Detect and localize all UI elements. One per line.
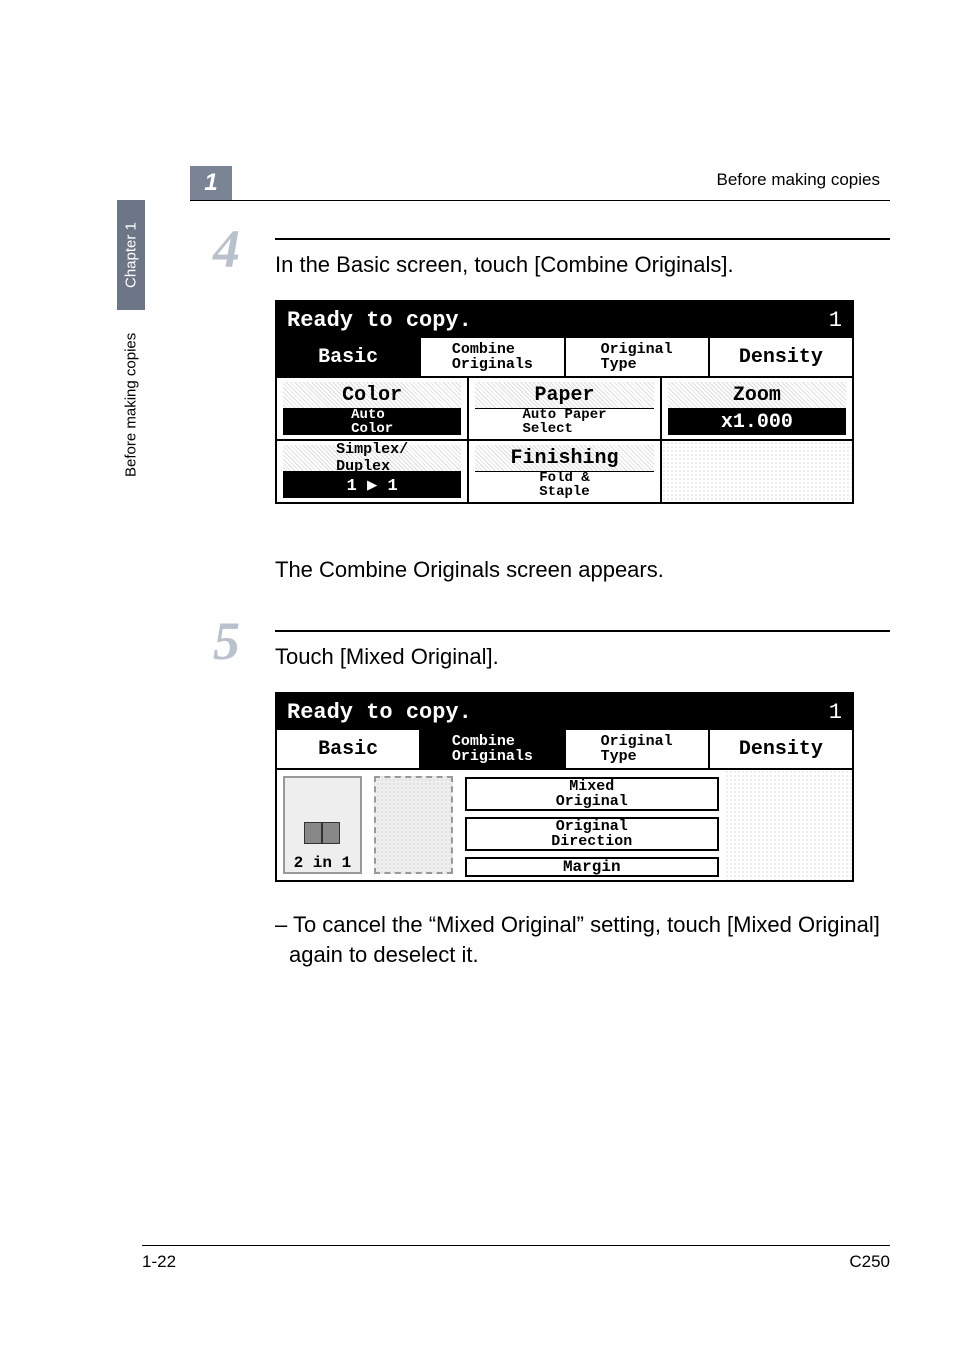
cell-fold-staple: Fold &Staple xyxy=(475,471,653,498)
tab-original-type[interactable]: OriginalType xyxy=(566,338,710,376)
cell-paper-label: Paper xyxy=(475,382,653,408)
cell-color[interactable]: Color AutoColor xyxy=(277,378,469,439)
lcd-copy-count: 1 xyxy=(829,308,842,333)
footer-page-number: 1-22 xyxy=(142,1252,176,1272)
cell-simplex-value: 1 ▶ 1 xyxy=(283,471,461,498)
tab-combine-originals[interactable]: CombineOriginals xyxy=(421,338,565,376)
footer-divider xyxy=(142,1245,890,1246)
lcd-row-1: Color AutoColor Paper Auto PaperSelect Z… xyxy=(277,378,852,441)
lcd-status-text: Ready to copy. xyxy=(287,308,472,333)
cell-empty xyxy=(662,441,852,502)
lcd2-center: MixedOriginal OriginalDirection Margin xyxy=(459,770,725,880)
lcd2-status-bar: Ready to copy. 1 xyxy=(277,694,852,730)
button-margin[interactable]: Margin xyxy=(465,857,719,877)
cell-finishing-label: Finishing xyxy=(475,445,653,471)
cell-paper-value: Auto PaperSelect xyxy=(475,408,653,435)
cell-color-label: Color xyxy=(283,382,461,408)
lcd-panel-combine: Ready to copy. 1 Basic CombineOriginals … xyxy=(275,692,854,882)
tab2-combine-originals[interactable]: CombineOriginals xyxy=(421,730,565,768)
option-2in1[interactable]: 2 in 1 xyxy=(283,776,362,874)
button-mixed-original[interactable]: MixedOriginal xyxy=(465,777,719,811)
cell-zoom[interactable]: Zoom x1.000 xyxy=(662,378,852,439)
chapter-number-box: 1 xyxy=(190,166,232,200)
button-original-direction[interactable]: OriginalDirection xyxy=(465,817,719,851)
lcd-panel-basic: Ready to copy. 1 Basic CombineOriginals … xyxy=(275,300,854,504)
step-divider xyxy=(275,238,890,240)
step-4-result: The Combine Originals screen appears. xyxy=(275,555,890,585)
lcd2-body: 2 in 1 MixedOriginal OriginalDirection M… xyxy=(277,770,852,880)
cell-paper[interactable]: Paper Auto PaperSelect xyxy=(469,378,661,439)
lcd-row-2: Simplex/Duplex 1 ▶ 1 Finishing Fold &Sta… xyxy=(277,441,852,502)
cell-color-value: AutoColor xyxy=(283,408,461,435)
tab2-original-type[interactable]: OriginalType xyxy=(566,730,710,768)
lcd-tab-row: Basic CombineOriginals OriginalType Dens… xyxy=(277,338,852,378)
lcd2-right-fill xyxy=(725,770,852,880)
step-5-instruction: Touch [Mixed Original]. xyxy=(275,642,890,672)
cell-zoom-value: x1.000 xyxy=(668,408,846,435)
step-number-5: 5 xyxy=(213,610,240,672)
lcd2-copy-count: 1 xyxy=(829,700,842,725)
lcd2-left: 2 in 1 xyxy=(277,770,459,880)
option-2in1-label: 2 in 1 xyxy=(294,854,352,872)
step-number-4: 4 xyxy=(213,218,240,280)
sidebar-tab-section: Before making copies xyxy=(117,310,145,500)
lcd2-tab-row: Basic CombineOriginals OriginalType Dens… xyxy=(277,730,852,770)
sidebar-tab-chapter: Chapter 1 xyxy=(117,200,145,310)
step-4-instruction: In the Basic screen, touch [Combine Orig… xyxy=(275,250,890,280)
tab-density[interactable]: Density xyxy=(710,338,852,376)
cell-simplex-duplex[interactable]: Simplex/Duplex 1 ▶ 1 xyxy=(277,441,469,502)
lcd-status-bar: Ready to copy. 1 xyxy=(277,302,852,338)
step-divider-5 xyxy=(275,630,890,632)
step-5-note: – To cancel the “Mixed Original” setting… xyxy=(275,910,904,969)
page-header: 1 Before making copies xyxy=(190,166,890,201)
cell-simplex-label: Simplex/Duplex xyxy=(283,445,461,471)
page-header-title: Before making copies xyxy=(244,170,890,196)
option-empty xyxy=(374,776,453,874)
lcd2-status-text: Ready to copy. xyxy=(287,700,472,725)
cell-zoom-label: Zoom xyxy=(668,382,846,408)
tab-basic[interactable]: Basic xyxy=(277,338,421,376)
footer-model: C250 xyxy=(849,1252,890,1272)
tab2-density[interactable]: Density xyxy=(710,730,852,768)
tab2-basic[interactable]: Basic xyxy=(277,730,421,768)
cell-finishing[interactable]: Finishing Fold &Staple xyxy=(469,441,661,502)
pages-icon xyxy=(302,820,342,850)
